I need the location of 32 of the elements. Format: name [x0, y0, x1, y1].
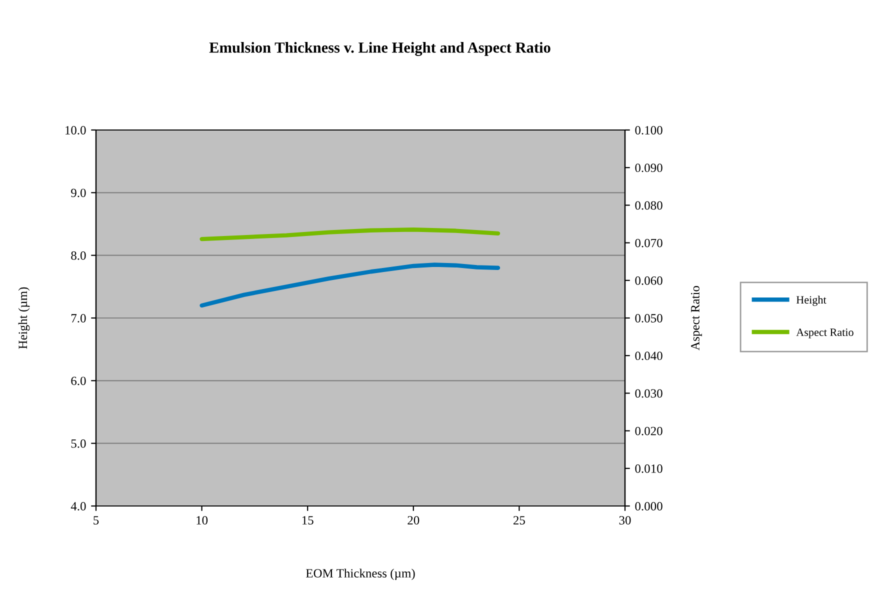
y2-tick-label: 0.060 — [635, 276, 662, 285]
x-tick-label: 25 — [514, 516, 525, 525]
legend-label: Aspect Ratio — [796, 328, 854, 338]
y-tick-label: 10.0 — [66, 126, 86, 135]
y2-axis-title: Aspect Ratio — [691, 286, 702, 350]
y2-tick-label: 0.020 — [635, 426, 662, 436]
line-series — [200, 228, 500, 242]
y-tick-label: 6.0 — [71, 376, 86, 386]
y-axis-title: Height (µm) — [18, 287, 30, 349]
y2-tick-label: 0.040 — [635, 352, 662, 360]
x-tick-label: 5 — [94, 516, 99, 525]
y-tick-label: 4.0 — [70, 502, 86, 511]
x-tick-label: 20 — [408, 516, 420, 525]
y2-tick-label: 0.030 — [635, 389, 662, 398]
y-tick-label: 8.0 — [71, 251, 86, 260]
y2-tick-label: 0.010 — [635, 464, 662, 473]
y-tick-label: 9.0 — [71, 188, 86, 198]
legend-label: Height — [796, 296, 826, 306]
x-tick-label: 15 — [302, 516, 314, 525]
line-series — [200, 262, 500, 308]
y2-tick-label: 0.080 — [635, 201, 662, 210]
y-tick-label: 7.0 — [71, 314, 86, 323]
x-tick-label: 30 — [619, 516, 631, 525]
x-axis-title: EOM Thickness (µm) — [306, 568, 415, 580]
y2-tick-label: 0.050 — [635, 314, 662, 323]
y-tick-label: 5.0 — [71, 439, 86, 448]
y2-tick-label: 0.090 — [635, 164, 662, 172]
x-tick-label: 10 — [196, 516, 208, 525]
y2-tick-label: 0.070 — [635, 238, 662, 248]
y2-tick-label: 0.100 — [635, 126, 662, 135]
chart-title: Emulsion Thickness v. Line Height and Aspect Ratio — [209, 42, 550, 56]
y2-tick-label: 0.000 — [635, 502, 662, 511]
